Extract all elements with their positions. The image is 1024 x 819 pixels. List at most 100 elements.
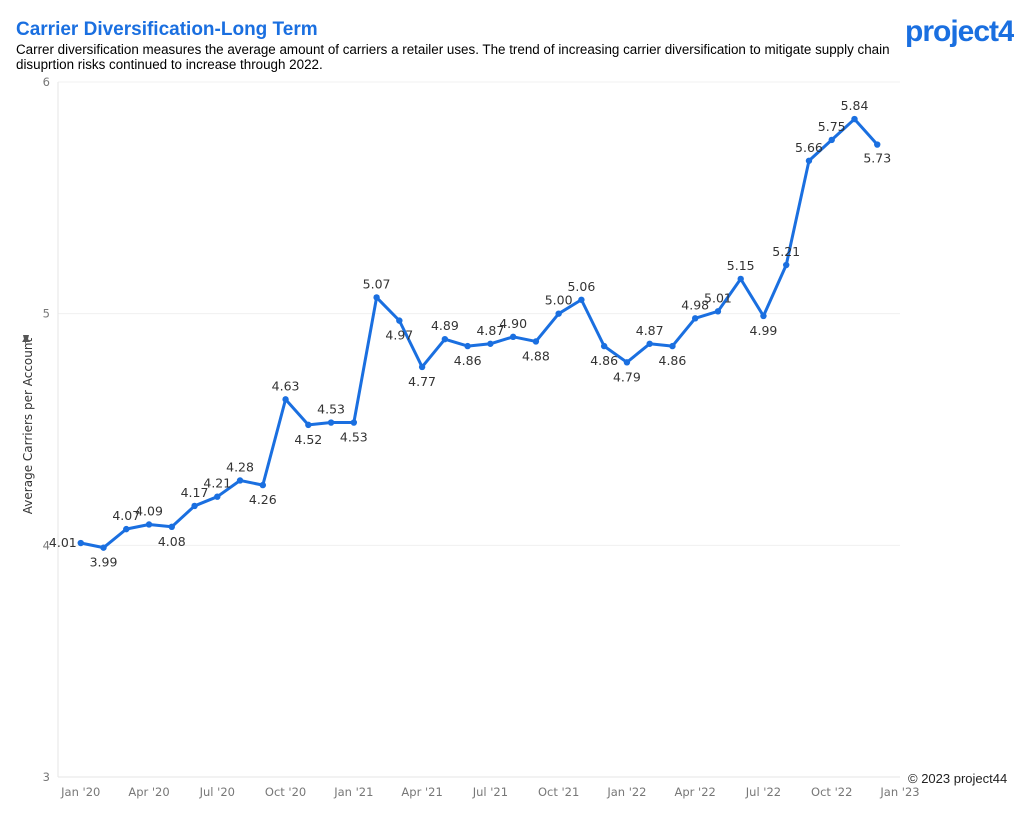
chart-subtitle: Carrer diversification measures the aver… bbox=[16, 42, 890, 72]
data-label: 5.84 bbox=[841, 98, 869, 113]
data-label: 4.97 bbox=[385, 328, 413, 343]
data-label: 5.21 bbox=[772, 244, 800, 259]
data-label: 5.00 bbox=[545, 293, 573, 308]
data-label: 4.52 bbox=[294, 432, 322, 447]
y-tick-label: 4 bbox=[43, 538, 50, 552]
data-point bbox=[555, 310, 562, 317]
data-point bbox=[123, 525, 130, 533]
data-label: 5.66 bbox=[795, 140, 823, 155]
data-label: 5.73 bbox=[863, 151, 891, 166]
data-point bbox=[305, 421, 312, 429]
data-label: 4.21 bbox=[203, 476, 231, 491]
data-label: 4.77 bbox=[408, 374, 436, 389]
data-point bbox=[805, 157, 813, 164]
data-label: 4.08 bbox=[158, 534, 186, 549]
data-label: 4.79 bbox=[613, 369, 641, 384]
data-point bbox=[646, 340, 653, 347]
data-point bbox=[874, 141, 881, 148]
y-axis-label: Average Carriers per Account bbox=[21, 338, 35, 515]
data-point bbox=[77, 539, 84, 547]
data-label: 4.01 bbox=[49, 535, 77, 550]
data-point bbox=[714, 308, 722, 315]
data-label: 4.98 bbox=[681, 297, 709, 312]
data-label: 4.26 bbox=[249, 492, 277, 507]
x-tick-label: Oct '22 bbox=[811, 785, 852, 799]
data-point bbox=[578, 296, 585, 303]
x-tick-label: Oct '20 bbox=[265, 785, 306, 799]
grid bbox=[58, 81, 900, 778]
data-point bbox=[282, 396, 289, 403]
data-point bbox=[532, 338, 540, 345]
x-tick-label: Jan '23 bbox=[879, 785, 919, 799]
data-point bbox=[168, 523, 175, 530]
y-tick-label: 3 bbox=[43, 770, 50, 784]
data-label: 4.86 bbox=[590, 353, 618, 368]
data-point bbox=[100, 544, 107, 551]
data-point bbox=[691, 315, 699, 322]
data-point bbox=[600, 342, 608, 350]
x-tick-label: Jul '21 bbox=[472, 785, 508, 799]
x-tick-label: Oct '21 bbox=[538, 785, 579, 799]
data-label: 4.28 bbox=[226, 459, 254, 474]
series-line bbox=[79, 117, 879, 550]
x-tick-label: Apr '22 bbox=[675, 785, 716, 799]
data-point bbox=[737, 275, 744, 283]
data-point bbox=[760, 312, 767, 320]
x-tick-label: Jan '20 bbox=[60, 785, 100, 799]
data-point bbox=[373, 294, 380, 301]
data-point bbox=[828, 136, 835, 144]
data-label: 5.75 bbox=[818, 119, 846, 134]
x-tick-label: Jan '22 bbox=[606, 785, 646, 799]
data-point bbox=[259, 481, 267, 489]
data-label: 5.06 bbox=[567, 279, 595, 294]
x-tick-label: Apr '20 bbox=[128, 785, 169, 799]
data-label: 4.53 bbox=[317, 402, 345, 417]
data-label: 4.90 bbox=[499, 316, 527, 331]
series-line-layer bbox=[79, 117, 879, 550]
data-point bbox=[851, 115, 858, 123]
data-label: 3.99 bbox=[90, 555, 118, 570]
data-point bbox=[464, 342, 471, 350]
data-label: 4.17 bbox=[181, 485, 209, 500]
data-point bbox=[327, 419, 335, 426]
data-label: 4.86 bbox=[454, 353, 482, 368]
data-label: 4.09 bbox=[135, 503, 163, 518]
data-label: 4.99 bbox=[750, 323, 778, 338]
chart-title: Carrier Diversification-Long Term bbox=[16, 19, 318, 40]
data-point bbox=[783, 261, 790, 269]
y-tick-label: 6 bbox=[43, 75, 50, 89]
project44-logo: project44 bbox=[905, 15, 1014, 48]
data-point bbox=[441, 335, 449, 343]
data-labels: 4.01 3.99 4.074.09 4.08 4.174.21 4.28 4.26 4.63… bbox=[49, 98, 891, 570]
data-label: 4.88 bbox=[522, 348, 550, 363]
x-tick-label: Apr '21 bbox=[401, 785, 442, 799]
x-tick-label: Jul '22 bbox=[745, 785, 781, 799]
data-label: 4.87 bbox=[476, 323, 504, 338]
data-label: 5.01 bbox=[704, 290, 732, 305]
data-point bbox=[396, 317, 403, 324]
data-point bbox=[418, 363, 426, 371]
y-tick-label: 5 bbox=[43, 307, 50, 321]
data-point bbox=[623, 359, 631, 366]
y-axis-title: Average Carriers per Account bbox=[21, 335, 35, 514]
data-label: 4.86 bbox=[659, 353, 687, 368]
data-point bbox=[191, 502, 198, 510]
data-label: 4.07 bbox=[112, 508, 140, 523]
data-label: 4.63 bbox=[272, 378, 300, 393]
logo-text: project44 bbox=[905, 15, 1014, 48]
data-point bbox=[487, 340, 494, 347]
x-tick-label: Jul '20 bbox=[199, 785, 235, 799]
data-label: 5.07 bbox=[363, 276, 391, 291]
pin-icon bbox=[22, 335, 30, 346]
data-label: 4.87 bbox=[636, 323, 664, 338]
data-point bbox=[669, 342, 676, 350]
data-point bbox=[509, 333, 517, 341]
x-tick-label: Jan '21 bbox=[333, 785, 373, 799]
data-point bbox=[145, 521, 153, 528]
data-point bbox=[214, 493, 221, 500]
data-points bbox=[77, 115, 881, 551]
data-label: 5.15 bbox=[727, 258, 755, 273]
copyright-text: © 2023 project44 bbox=[908, 771, 1008, 786]
data-label: 4.53 bbox=[340, 430, 368, 445]
